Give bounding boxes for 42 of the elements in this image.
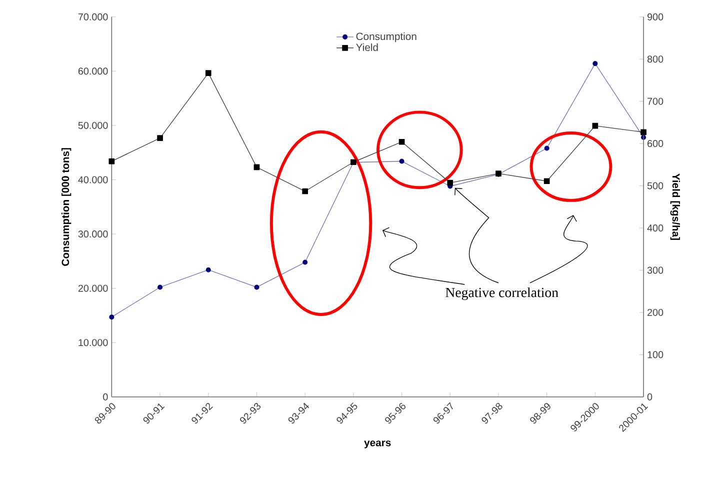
y-tick-label: 50.000	[78, 122, 108, 129]
point	[108, 158, 115, 164]
y-tick-label: 10.000	[78, 339, 108, 346]
point	[302, 260, 308, 265]
point	[302, 188, 308, 194]
annotation: Negative correlation	[446, 287, 558, 300]
point	[205, 70, 212, 76]
y-tick-label: 70.000	[78, 13, 108, 20]
point	[254, 164, 260, 170]
y2-tick-label: 200	[648, 308, 664, 316]
legend-label: Consumption	[356, 32, 416, 42]
point	[544, 146, 550, 151]
y2-tick-label: 800	[647, 56, 664, 63]
y-tick-label: 30.000	[78, 230, 108, 238]
y-tick-label: 0	[103, 393, 108, 400]
y2-axis-title: Yield [kgs/ha]	[670, 173, 680, 240]
y2-tick-label: 500	[647, 182, 664, 190]
point	[592, 60, 598, 66]
point	[254, 284, 260, 290]
point	[206, 267, 211, 272]
y2-tick-label: 300	[647, 266, 664, 274]
y2-tick-label: 600	[648, 140, 664, 147]
y2-tick-label: 900	[647, 13, 664, 20]
point	[109, 314, 114, 320]
point	[447, 180, 454, 186]
y-tick-label: 60.000	[78, 68, 108, 75]
x-axis-title: years	[364, 440, 391, 448]
point	[398, 138, 405, 145]
y-tick-label: 20.000	[78, 284, 108, 292]
y2-tick-label: 400	[647, 224, 664, 232]
point	[640, 129, 646, 135]
point	[544, 178, 550, 184]
legend-label: Yield	[356, 43, 378, 51]
point	[157, 135, 163, 141]
y2-tick-label: 100	[648, 351, 664, 358]
y2-tick-label: 0	[647, 393, 652, 400]
point	[399, 158, 404, 164]
point	[592, 122, 598, 129]
point	[158, 284, 163, 290]
y2-tick-label: 700	[648, 98, 664, 105]
y-tick-label: 40.000	[78, 176, 108, 184]
y-axis-title: Consumption [000 tons]	[61, 148, 72, 266]
